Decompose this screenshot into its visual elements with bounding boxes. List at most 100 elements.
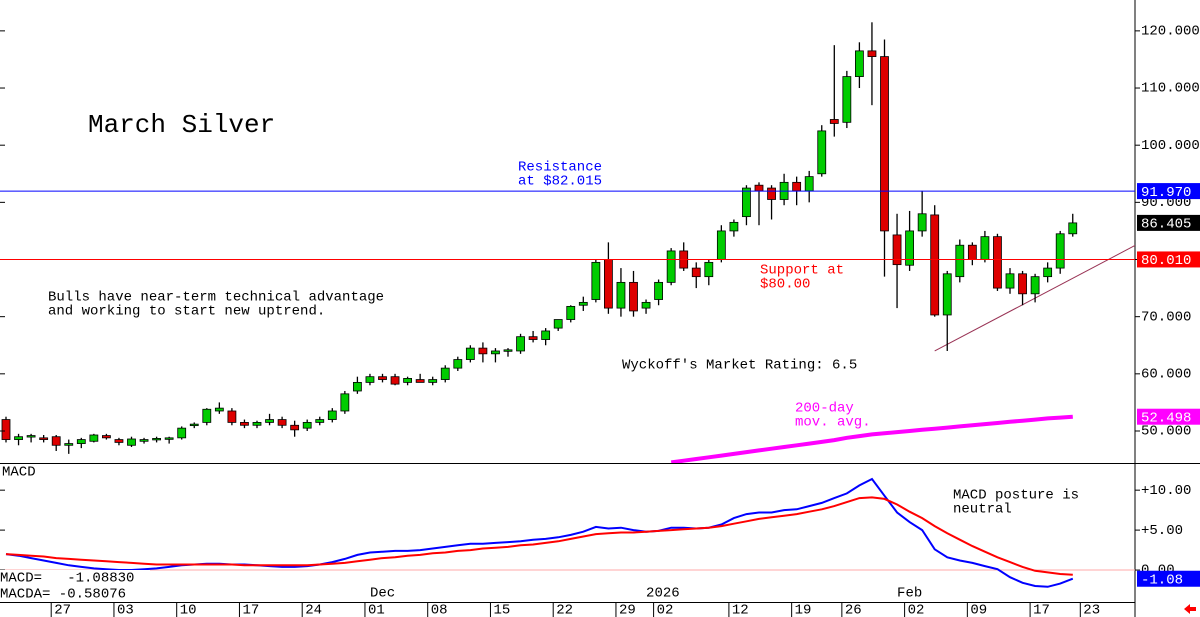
annotation: neutral — [953, 502, 1012, 518]
candle-body — [591, 261, 601, 300]
price-tag-label: 52.498 — [1141, 410, 1191, 426]
candle-body — [1068, 222, 1078, 235]
level-tag — [1137, 251, 1200, 268]
candle-body — [352, 382, 362, 392]
macd-line — [5, 496, 1073, 576]
moving-average — [670, 414, 1073, 463]
macd-tag — [1137, 570, 1200, 587]
level-tag-label: 91.970 — [1141, 185, 1191, 201]
candle-body — [39, 437, 49, 440]
x-tick-label: 08 — [431, 603, 448, 617]
x-tick-label: 02 — [657, 603, 674, 617]
candle-body — [503, 349, 513, 352]
candle-body — [578, 301, 588, 306]
candle-body — [465, 347, 475, 360]
candle-body — [102, 435, 111, 439]
candle-body — [365, 376, 375, 383]
candle-body — [767, 187, 776, 200]
x-tick-label: 29 — [619, 603, 636, 617]
candle-body — [14, 436, 23, 440]
level-tag — [1137, 183, 1200, 200]
macd-tag-label: -1.08 — [1141, 572, 1183, 588]
candle-body — [440, 367, 450, 380]
candle-body — [729, 221, 739, 232]
candle-body — [553, 319, 563, 329]
candle-body — [804, 176, 814, 192]
price-panel — [1, 22, 1135, 463]
x-tick-label: 24 — [305, 603, 322, 617]
y-tick-label: 60.000 — [1141, 367, 1191, 383]
candle-body — [616, 281, 626, 309]
candle-body — [792, 181, 802, 192]
candle-body — [415, 379, 425, 383]
candle-body — [277, 419, 287, 426]
scroll-arrow — [1184, 604, 1196, 614]
macd-readout: MACD= -1.08830 — [0, 571, 134, 587]
y-tick-label: 70.000 — [1141, 309, 1191, 325]
candle-body — [604, 259, 613, 309]
candle-body — [214, 407, 224, 412]
y-tick-label: +10.00 — [1141, 483, 1191, 499]
annotation: 200-day — [795, 401, 854, 417]
month-label: Feb — [897, 586, 922, 602]
candle-body — [516, 336, 525, 352]
candle-body — [152, 438, 162, 441]
candle-body — [817, 130, 827, 175]
y-tick-label: 110.000 — [1141, 81, 1200, 97]
candle-body — [742, 187, 751, 218]
candle-body — [842, 76, 852, 123]
candle-body — [666, 250, 676, 283]
candle-body — [478, 347, 488, 355]
x-tick-label: 27 — [54, 603, 71, 617]
candle-body — [164, 437, 174, 440]
x-tick-label: 15 — [493, 603, 510, 617]
candle-body — [315, 419, 325, 423]
annotation: Wyckoff's Market Rating: 6.5 — [622, 358, 857, 374]
candle-body — [967, 244, 977, 260]
panel-label: MACD — [2, 465, 36, 481]
candle-body — [390, 376, 400, 385]
price-tag — [1137, 408, 1200, 425]
month-label: Dec — [370, 586, 395, 602]
candle-body — [51, 436, 61, 446]
y-tick-label: 120.000 — [1141, 24, 1200, 40]
candle-body — [265, 419, 274, 423]
x-tick-label: 17 — [1033, 603, 1050, 617]
candle-body — [89, 434, 99, 442]
candle-body — [1043, 267, 1053, 278]
x-tick-label: 17 — [242, 603, 259, 617]
candle-body — [892, 234, 902, 266]
candle-body — [1055, 233, 1065, 269]
candle-body — [754, 184, 764, 192]
price-tag — [1137, 214, 1200, 231]
candle-body — [114, 439, 124, 443]
candle-body — [202, 408, 212, 423]
macd-panel — [0, 477, 1135, 588]
x-tick-label: 26 — [845, 603, 862, 617]
annotation: MACD posture is — [953, 488, 1079, 504]
candle-body — [1005, 273, 1015, 289]
x-tick-label: 22 — [556, 603, 573, 617]
candle-body — [340, 393, 350, 412]
candle-body — [26, 435, 36, 438]
candle-body — [76, 439, 86, 444]
candle-body — [541, 330, 551, 340]
candle-body — [955, 244, 965, 278]
annotation: and working to start new uptrend. — [48, 304, 325, 320]
candle-body — [491, 350, 500, 355]
candle-body — [691, 267, 701, 278]
price-tag-label: 86.405 — [1141, 217, 1191, 233]
y-tick-label: 50.000 — [1141, 424, 1191, 440]
candle-body — [252, 422, 262, 426]
candle-body — [127, 438, 136, 446]
candle-body — [1018, 273, 1027, 295]
candle-body — [641, 301, 651, 309]
x-tick-label: 09 — [970, 603, 987, 617]
candle-body — [566, 305, 576, 320]
month-label: 2026 — [646, 586, 680, 602]
candle-body — [716, 230, 726, 260]
candle-body — [1, 419, 11, 440]
readout-box — [0, 570, 150, 602]
